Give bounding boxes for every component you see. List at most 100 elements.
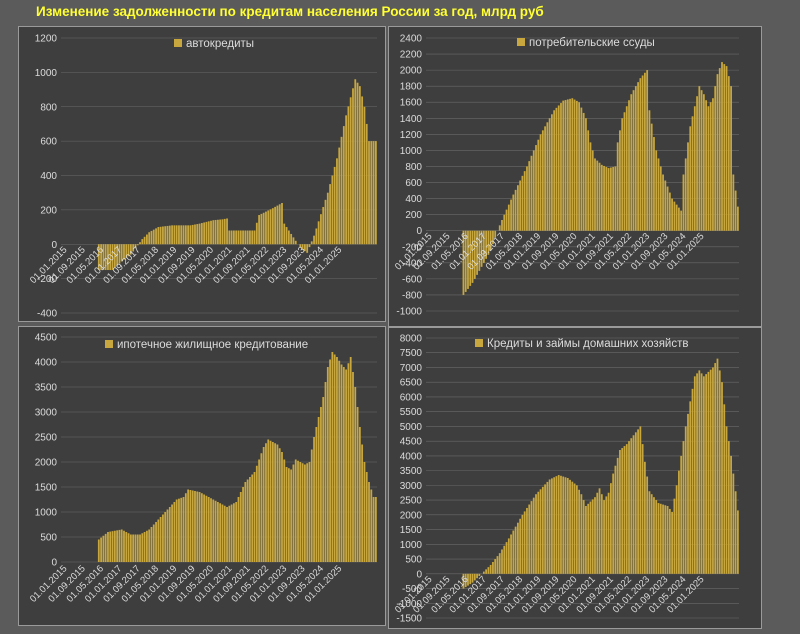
legend-label: потребительские ссуды xyxy=(529,37,655,49)
bar xyxy=(714,363,717,574)
bar xyxy=(462,230,465,295)
y-tick-label: 1400 xyxy=(400,114,423,125)
bar xyxy=(233,230,235,245)
bar xyxy=(557,105,560,231)
bar xyxy=(684,426,687,574)
bar xyxy=(734,491,737,574)
legend-swatch xyxy=(475,339,483,347)
y-tick-label: -400 xyxy=(37,309,57,320)
bar xyxy=(166,509,169,562)
bar xyxy=(501,549,503,574)
bar xyxy=(235,502,238,562)
bar xyxy=(338,147,341,245)
bar xyxy=(212,220,215,245)
bar xyxy=(281,452,283,562)
bar xyxy=(666,506,669,574)
bar xyxy=(129,534,132,562)
bar xyxy=(104,244,107,271)
y-tick-label: 4500 xyxy=(35,333,58,344)
bar xyxy=(505,209,508,231)
bar xyxy=(123,530,125,562)
bar xyxy=(354,387,357,562)
bar xyxy=(100,244,102,271)
bar xyxy=(219,503,222,562)
bar xyxy=(562,100,565,231)
bar xyxy=(725,426,728,574)
y-tick-label: 1200 xyxy=(35,34,58,45)
bar xyxy=(523,171,526,231)
bar xyxy=(182,497,185,562)
bar xyxy=(641,444,644,574)
bar xyxy=(315,228,318,245)
bar xyxy=(485,569,488,574)
y-tick-label: 5500 xyxy=(400,407,423,418)
bar xyxy=(609,167,612,231)
bar xyxy=(299,244,302,248)
bar xyxy=(150,230,153,245)
bar xyxy=(113,244,116,268)
bar xyxy=(244,482,247,562)
bar xyxy=(162,514,164,562)
bar xyxy=(503,214,506,231)
bar xyxy=(178,498,180,562)
bar xyxy=(662,504,664,574)
bar xyxy=(189,225,192,245)
bar xyxy=(519,180,522,231)
bar xyxy=(354,79,357,245)
bar xyxy=(276,444,279,562)
bar xyxy=(269,209,272,245)
bar xyxy=(230,504,233,562)
bar xyxy=(718,68,721,231)
bar xyxy=(621,118,624,231)
bar xyxy=(737,510,739,574)
bar xyxy=(361,444,364,562)
y-tick-label: -1000 xyxy=(396,307,422,318)
bar xyxy=(97,539,100,562)
bar xyxy=(349,97,352,245)
bar xyxy=(510,199,512,231)
bar xyxy=(267,439,270,562)
bar xyxy=(705,100,708,231)
bar xyxy=(317,221,320,245)
bar xyxy=(331,352,334,562)
bar xyxy=(648,110,651,231)
bar xyxy=(469,230,472,286)
y-tick-label: 2200 xyxy=(400,50,423,61)
bar xyxy=(537,139,540,231)
y-tick-label: 2500 xyxy=(35,433,58,444)
bar xyxy=(267,210,270,245)
bar xyxy=(207,497,210,562)
y-tick-label: 1000 xyxy=(35,68,58,79)
bar xyxy=(345,115,348,245)
bar xyxy=(609,483,612,574)
bar xyxy=(467,573,469,586)
bar xyxy=(612,167,615,231)
bar xyxy=(113,530,116,562)
bar xyxy=(544,126,546,231)
bar xyxy=(102,244,105,271)
bar xyxy=(521,175,524,231)
y-tick-label: -1500 xyxy=(396,614,422,625)
bar xyxy=(116,530,119,562)
bar xyxy=(634,86,637,231)
bar xyxy=(507,204,510,231)
y-tick-label: 500 xyxy=(40,533,57,544)
bar xyxy=(566,99,569,231)
bar xyxy=(564,477,567,574)
bar xyxy=(104,533,107,563)
bar xyxy=(324,199,327,245)
bar xyxy=(666,186,669,231)
bar xyxy=(152,229,155,245)
bar xyxy=(175,225,178,245)
bar xyxy=(535,145,537,231)
bar xyxy=(553,477,556,574)
page-title: Изменение задолженности по кредитам насе… xyxy=(36,4,544,19)
bar xyxy=(143,532,146,562)
bar xyxy=(637,82,639,231)
y-tick-label: 1000 xyxy=(400,146,423,157)
bar xyxy=(476,573,478,579)
bar xyxy=(737,206,739,231)
bar xyxy=(134,244,137,249)
bar xyxy=(326,367,329,562)
bar xyxy=(352,372,354,562)
